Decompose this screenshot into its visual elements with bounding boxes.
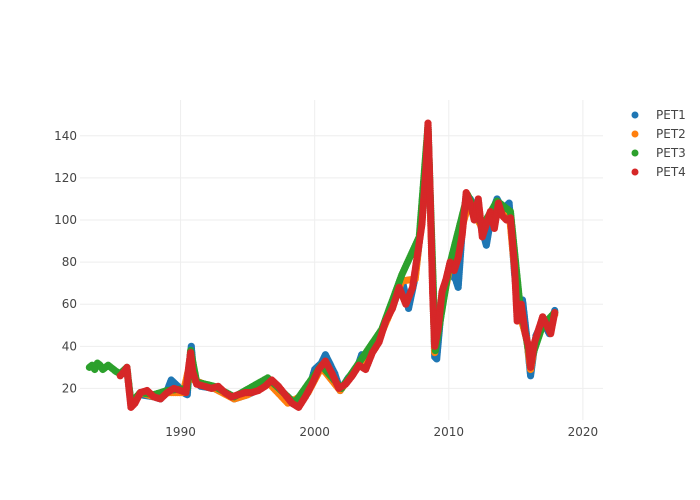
legend-marker xyxy=(631,168,639,176)
legend-item-pet1[interactable]: PET1 xyxy=(631,108,686,122)
legend-item-pet4[interactable]: PET4 xyxy=(631,165,686,179)
legend-marker xyxy=(631,111,639,119)
legend[interactable]: PET1 PET2 PET3 PET4 xyxy=(631,108,686,179)
legend-marker xyxy=(631,130,639,138)
legend-item-pet2[interactable]: PET2 xyxy=(631,127,686,141)
y-tick-label: 40 xyxy=(62,339,77,353)
legend-item-pet3[interactable]: PET3 xyxy=(631,146,686,160)
y-tick-label: 60 xyxy=(62,297,77,311)
y-axis-ticks: 20 40 60 80 100 120 140 xyxy=(54,129,77,396)
x-axis-ticks: 1990 2000 2010 2020 xyxy=(165,425,598,439)
y-tick-label: 20 xyxy=(62,381,77,395)
grid-lines xyxy=(80,100,603,420)
x-tick-label: 2000 xyxy=(299,425,330,439)
legend-marker xyxy=(631,149,639,157)
y-tick-label: 100 xyxy=(54,213,77,227)
series-pet4 xyxy=(116,119,559,411)
legend-label: PET4 xyxy=(656,165,686,179)
y-tick-label: 80 xyxy=(62,255,77,269)
legend-label: PET1 xyxy=(656,108,686,122)
y-tick-label: 140 xyxy=(54,129,77,143)
data-points xyxy=(85,119,559,411)
y-tick-label: 120 xyxy=(54,171,77,185)
legend-label: PET2 xyxy=(656,127,686,141)
x-tick-label: 2010 xyxy=(434,425,465,439)
x-tick-label: 1990 xyxy=(165,425,196,439)
data-point xyxy=(551,309,559,317)
x-tick-label: 2020 xyxy=(568,425,599,439)
legend-label: PET3 xyxy=(656,146,686,160)
